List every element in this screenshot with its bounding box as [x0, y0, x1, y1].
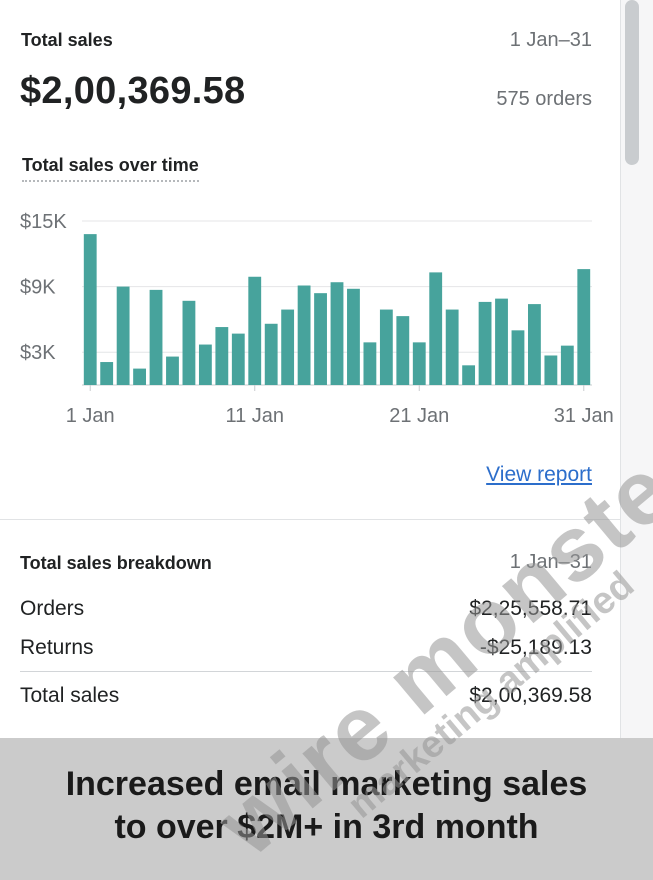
- chart-bar[interactable]: [297, 285, 311, 385]
- chart-bar[interactable]: [528, 304, 541, 385]
- chart-bar[interactable]: [560, 345, 574, 385]
- chart-bar[interactable]: [314, 293, 327, 385]
- banner-line-1: Increased email marketing sales: [65, 765, 588, 803]
- breakdown-value: $2,00,369.58: [469, 684, 592, 707]
- chart-bar[interactable]: [166, 356, 179, 385]
- chart-bar[interactable]: [248, 276, 262, 385]
- chart-bar[interactable]: [462, 365, 476, 385]
- chart-bar[interactable]: [396, 316, 410, 385]
- chart-bar[interactable]: [149, 289, 163, 385]
- chart-title[interactable]: Total sales over time: [22, 155, 199, 182]
- sales-bar-chart: $15K $9K $3K 1 Jan 11 Jan 21 Jan 31 Jan: [0, 200, 620, 440]
- breakdown-value: $2,25,558.71: [469, 597, 592, 620]
- x-tick-label: 1 Jan: [66, 405, 115, 427]
- chart-bar[interactable]: [511, 330, 525, 385]
- chart-bar[interactable]: [577, 269, 591, 385]
- breakdown-label: Total sales: [20, 684, 120, 707]
- chart-bar[interactable]: [116, 286, 130, 385]
- chart-bar[interactable]: [478, 301, 492, 385]
- chart-bar[interactable]: [198, 344, 212, 385]
- chart-bar[interactable]: [379, 309, 393, 385]
- chart-bar[interactable]: [264, 323, 278, 385]
- sales-card: Total sales 1 Jan–31 $2,00,369.58 575 or…: [0, 29, 620, 710]
- breakdown-row-orders: Orders $2,25,558.71: [20, 597, 592, 623]
- total-sales-value: $2,00,369.58: [20, 70, 246, 112]
- date-range: 1 Jan–31: [509, 29, 592, 51]
- y-tick-label: $3K: [20, 342, 56, 364]
- chart-bar[interactable]: [544, 355, 558, 385]
- breakdown-title: Total sales breakdown: [20, 553, 212, 573]
- chart-bar[interactable]: [429, 272, 443, 385]
- breakdown-label: Returns: [20, 636, 94, 659]
- orders-count: 575 orders: [496, 88, 592, 110]
- chart-bar[interactable]: [330, 282, 344, 385]
- chart-bar[interactable]: [215, 327, 229, 385]
- view-report-link[interactable]: View report: [486, 463, 592, 486]
- chart-bar[interactable]: [231, 333, 245, 385]
- chart-bar[interactable]: [182, 300, 196, 385]
- x-tick-label: 21 Jan: [389, 405, 449, 427]
- breakdown-label: Orders: [20, 597, 85, 620]
- breakdown-value: -$25,189.13: [479, 636, 592, 659]
- chart-bar[interactable]: [363, 342, 377, 385]
- y-tick-label: $9K: [20, 277, 56, 299]
- caption-banner: [0, 738, 653, 880]
- breakdown-divider: [20, 671, 592, 672]
- banner-line-2: to over $2M+ in 3rd month: [114, 808, 539, 846]
- section-divider: [0, 519, 620, 520]
- x-tick-label: 11 Jan: [225, 405, 284, 427]
- breakdown-row-returns: Returns -$25,189.13: [20, 636, 592, 662]
- chart-bar[interactable]: [100, 362, 114, 385]
- chart-svg: $15K $9K $3K 1 Jan 11 Jan 21 Jan 31 Jan: [20, 211, 614, 427]
- chart-bar[interactable]: [412, 342, 426, 385]
- chart-bar[interactable]: [133, 368, 146, 385]
- y-tick-label: $15K: [20, 211, 67, 233]
- breakdown-row-total: Total sales $2,00,369.58: [20, 684, 592, 710]
- chart-bar[interactable]: [495, 298, 508, 385]
- chart-bar[interactable]: [281, 309, 295, 385]
- chart-bar[interactable]: [347, 288, 360, 385]
- chart-bar[interactable]: [83, 234, 97, 385]
- scrollbar-thumb[interactable]: [625, 0, 639, 165]
- card-title: Total sales: [21, 30, 113, 50]
- breakdown-date-range: 1 Jan–31: [509, 551, 592, 573]
- x-tick-label: 31 Jan: [554, 405, 614, 427]
- chart-bar[interactable]: [445, 309, 459, 385]
